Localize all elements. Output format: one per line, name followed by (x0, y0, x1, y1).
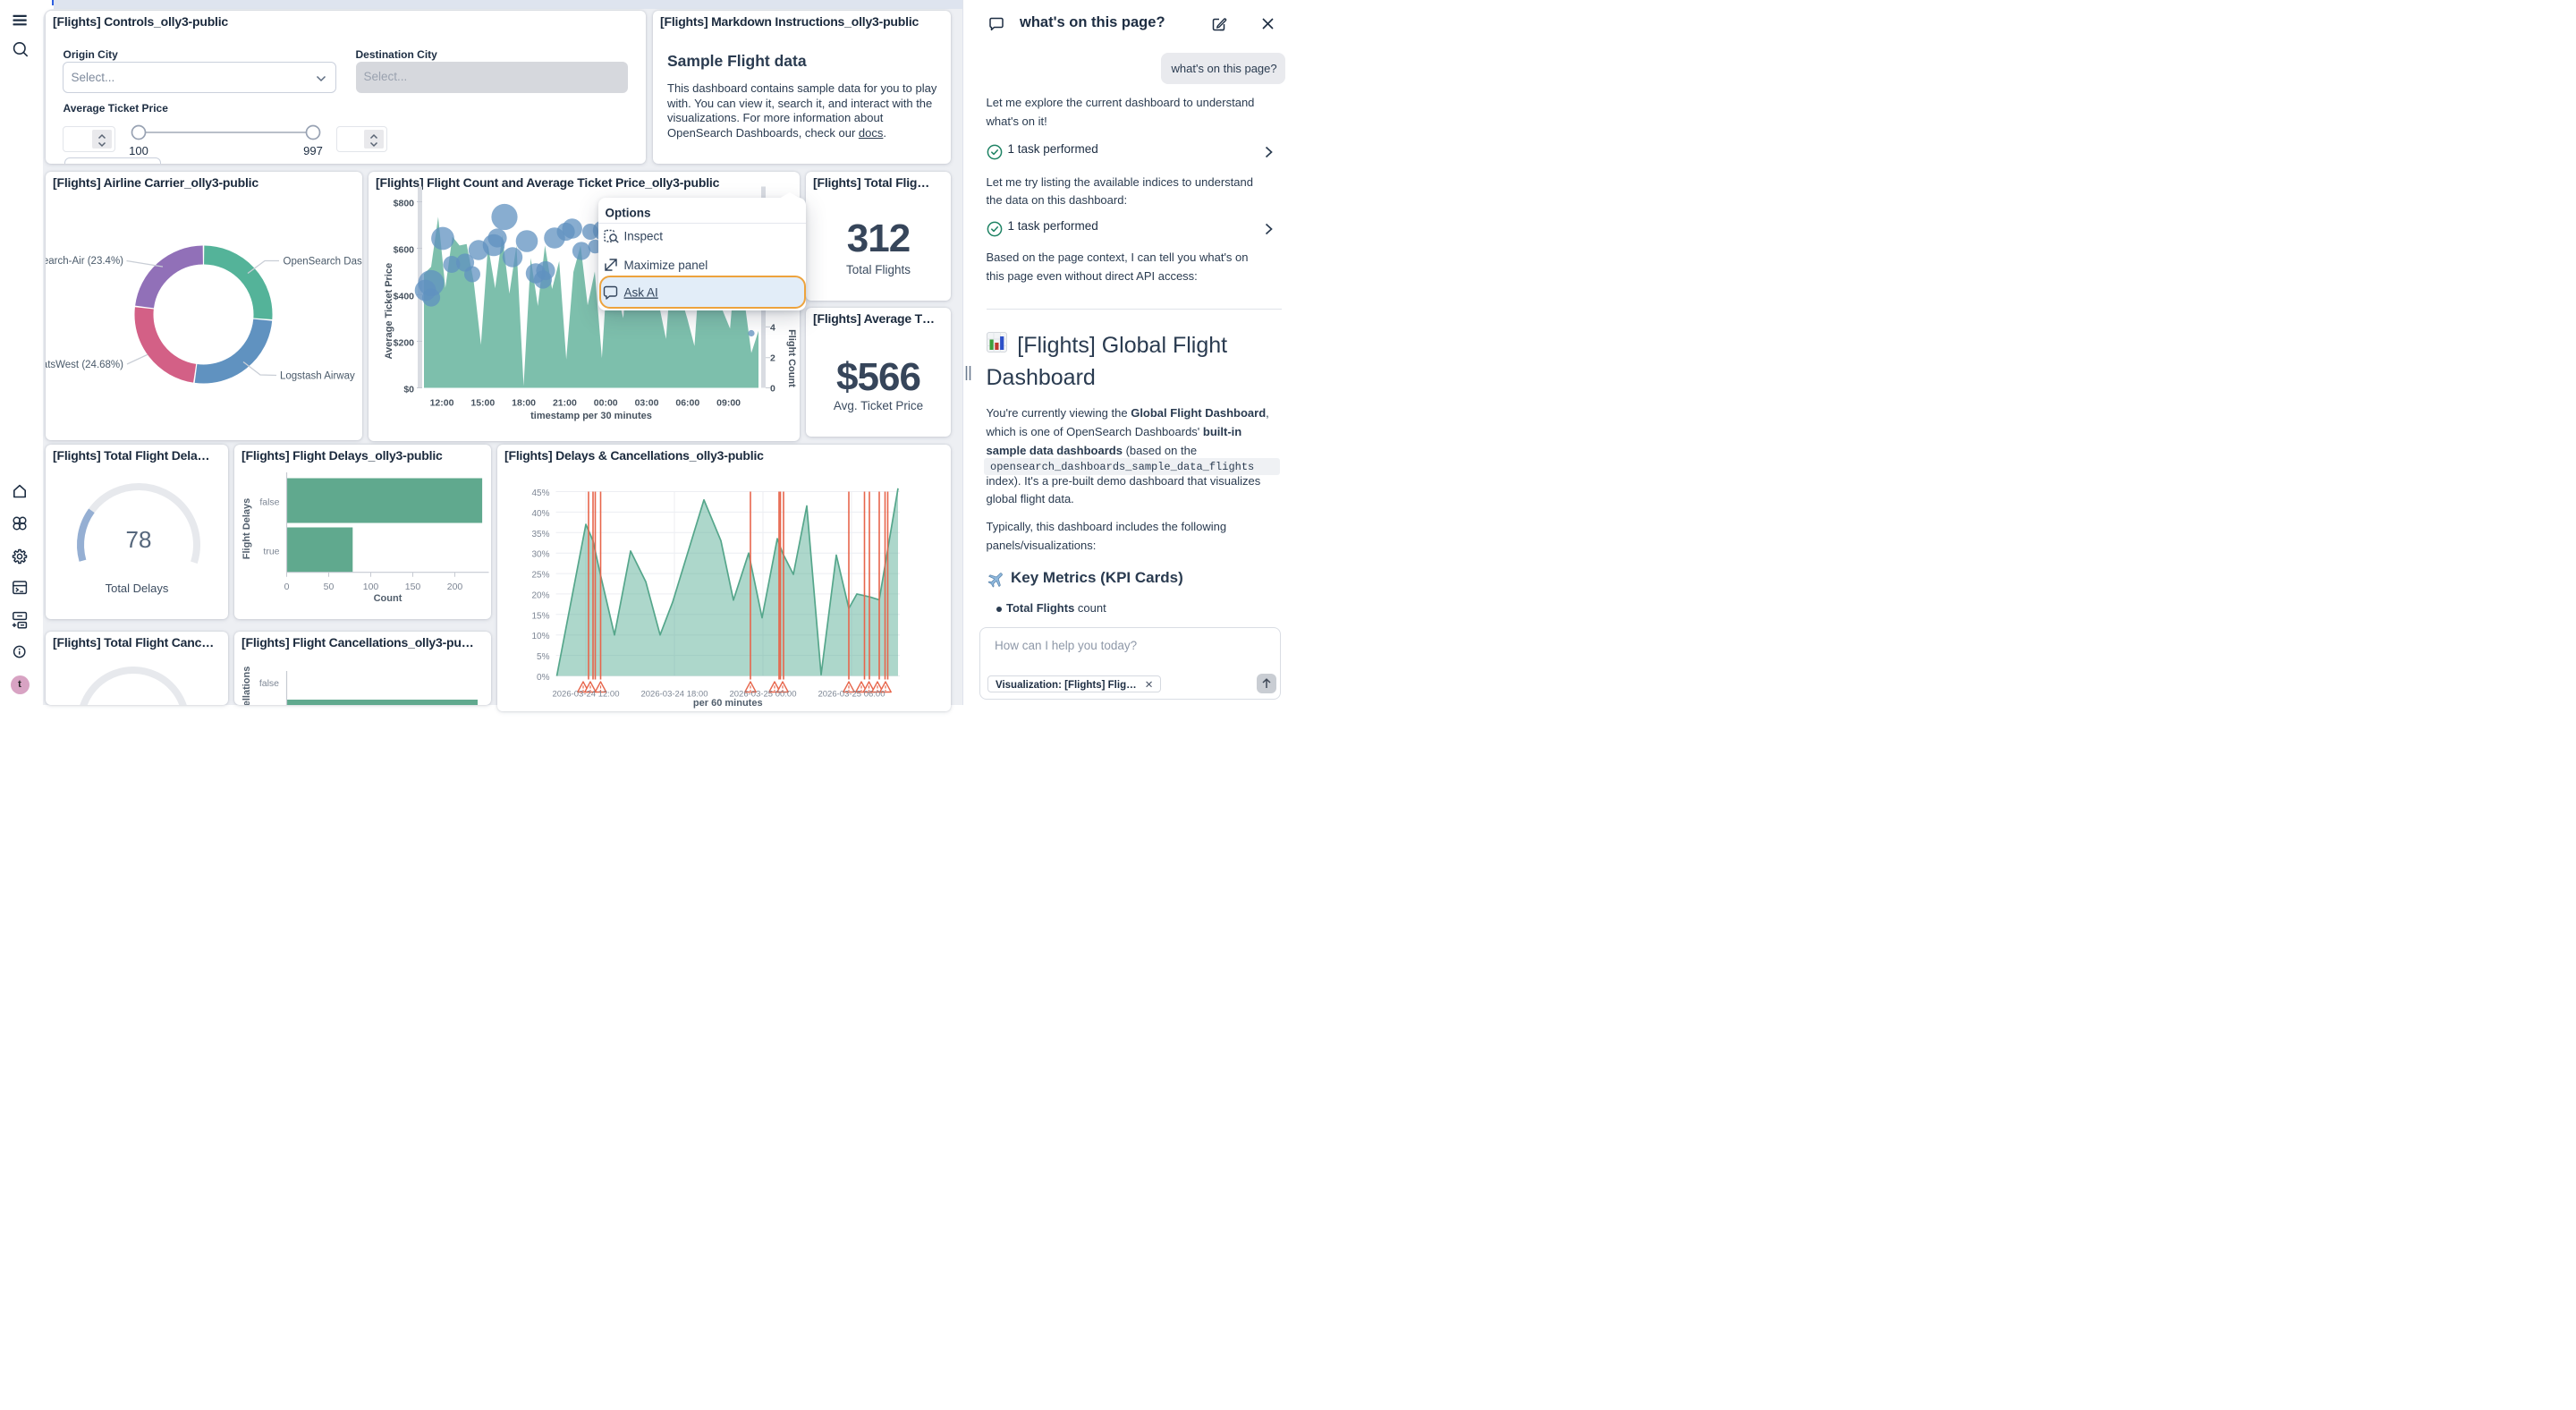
svg-text:06:00: 06:00 (675, 397, 699, 408)
svg-text:35%: 35% (531, 530, 549, 539)
svg-text:OpenSearch-Air (23.4%): OpenSearch-Air (23.4%) (46, 256, 123, 267)
svg-text:20%: 20% (531, 590, 549, 600)
svg-text:150: 150 (405, 582, 421, 592)
svg-text:Logstash Airway: Logstash Airway (280, 370, 355, 381)
svg-text:03:00: 03:00 (635, 397, 659, 408)
svg-text:Average Ticket Price: Average Ticket Price (384, 262, 394, 359)
svg-text:30%: 30% (531, 550, 549, 560)
svg-text:200: 200 (447, 582, 463, 592)
svg-text:40%: 40% (531, 509, 549, 519)
svg-text:45%: 45% (531, 488, 549, 498)
svg-text:Options: Options (606, 207, 651, 220)
svg-text:Flight Count: Flight Count (786, 329, 797, 387)
svg-text:$0: $0 (403, 384, 414, 395)
svg-text:$800: $800 (394, 198, 415, 208)
svg-text:18:00: 18:00 (512, 397, 536, 408)
svg-text:false: false (259, 497, 279, 508)
svg-text:2026-03-25 06:00: 2026-03-25 06:00 (818, 690, 885, 700)
svg-text:2: 2 (770, 352, 775, 363)
svg-text:cellations: cellations (242, 667, 252, 705)
svg-text:Inspect: Inspect (624, 230, 664, 243)
svg-text:$600: $600 (394, 244, 415, 255)
svg-text:12:00: 12:00 (430, 397, 454, 408)
svg-text:50: 50 (324, 582, 335, 592)
svg-text:09:00: 09:00 (716, 397, 741, 408)
svg-text:false: false (259, 678, 279, 689)
svg-text:BeatsWest (24.68%): BeatsWest (24.68%) (46, 360, 123, 370)
svg-text:78: 78 (126, 526, 152, 553)
svg-text:15:00: 15:00 (470, 397, 495, 408)
svg-text:25%: 25% (531, 571, 549, 581)
svg-text:0: 0 (770, 383, 775, 394)
svg-text:0%: 0% (537, 673, 550, 683)
svg-text:$400: $400 (394, 291, 415, 302)
svg-text:21:00: 21:00 (553, 397, 577, 408)
svg-text:0: 0 (284, 582, 290, 592)
svg-text:Count: Count (374, 593, 402, 604)
svg-text:Maximize panel: Maximize panel (624, 259, 708, 272)
svg-text:true: true (263, 547, 279, 557)
svg-text:5%: 5% (537, 652, 550, 662)
svg-text:4: 4 (770, 322, 775, 333)
svg-text:timestamp per 30 minutes: timestamp per 30 minutes (530, 411, 652, 421)
svg-text:100: 100 (363, 582, 379, 592)
svg-text:15%: 15% (531, 611, 549, 621)
svg-text:Ask AI: Ask AI (624, 286, 658, 300)
svg-text:$200: $200 (394, 337, 415, 348)
svg-text:2026-03-24 18:00: 2026-03-24 18:00 (640, 690, 708, 700)
svg-text:Flight Delays: Flight Delays (242, 498, 252, 559)
svg-text:2026-03-24 12:00: 2026-03-24 12:00 (552, 690, 619, 700)
svg-text:10%: 10% (531, 632, 549, 641)
svg-text:2026-03-25 00:00: 2026-03-25 00:00 (729, 690, 796, 700)
svg-text:OpenSearch Das: OpenSearch Das (284, 256, 362, 267)
svg-text:per 60 minutes: per 60 minutes (693, 698, 763, 709)
svg-text:00:00: 00:00 (594, 397, 618, 408)
